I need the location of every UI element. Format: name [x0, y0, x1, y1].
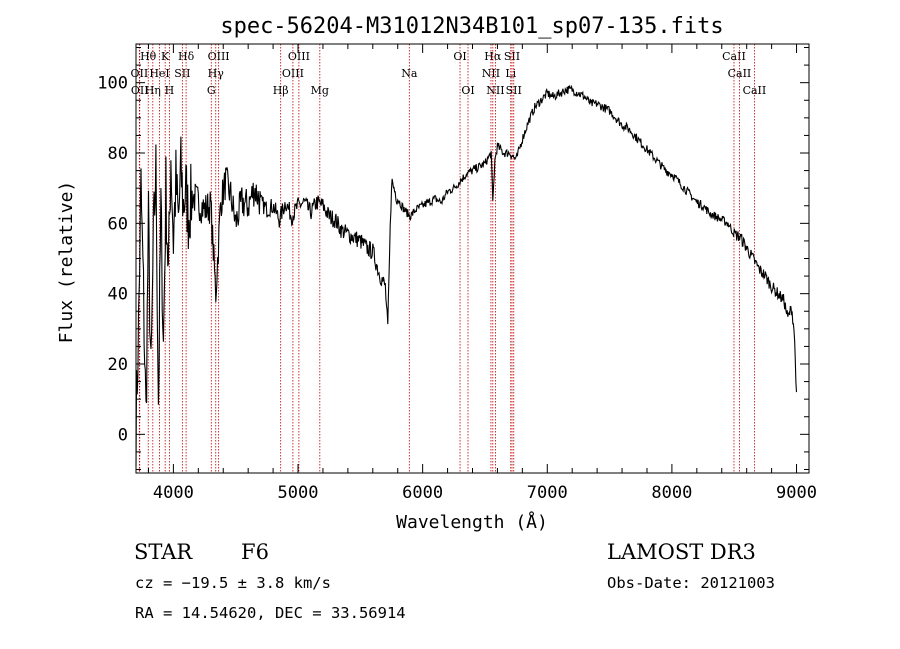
emission-line-label: OII	[131, 84, 149, 97]
emission-line-label: Hη	[145, 84, 161, 97]
emission-line-label: OIII	[282, 67, 304, 80]
axis-ticks: 4000 5000 6000 7000 8000 9000 0 20 40 60 80 100	[97, 44, 817, 503]
y-tick-label: 60	[108, 214, 128, 234]
emission-line-label: HeI	[149, 67, 169, 80]
y-axis-label: Flux (relative)	[56, 181, 77, 344]
emission-line-label: OII	[131, 67, 149, 80]
object-class: STAR	[134, 540, 193, 564]
emission-line-label: H	[165, 84, 175, 97]
emission-line-label: OIII	[288, 50, 310, 63]
y-tick-label: 20	[108, 355, 128, 375]
emission-line-label: Na	[401, 67, 418, 80]
x-tick-label: 8000	[651, 483, 692, 503]
emission-line-label: Hθ	[140, 50, 157, 63]
object-subclass: F6	[241, 540, 269, 564]
y-tick-label: 80	[108, 144, 128, 164]
survey-name: LAMOST DR3	[607, 540, 756, 564]
emission-line-label: SII	[506, 84, 522, 97]
emission-line-label: OIII	[208, 50, 230, 63]
emission-line-label: Mg	[311, 84, 329, 97]
observation-date: Obs-Date: 20121003	[607, 574, 775, 592]
emission-line-label: NII	[486, 84, 504, 97]
ra-dec-coordinates: RA = 14.54620, DEC = 33.56914	[135, 604, 406, 622]
spectrum-series-line	[135, 84, 798, 467]
x-tick-label: 5000	[278, 483, 319, 503]
y-tick-label: 40	[108, 285, 128, 305]
x-tick-label: 7000	[527, 483, 568, 503]
spectrum-chart: spec-56204-M31012N34B101_sp07-135.fits H…	[56, 14, 817, 533]
y-tick-label: 100	[97, 74, 128, 94]
emission-line-label: Hδ	[178, 50, 195, 63]
x-tick-label: 9000	[776, 483, 817, 503]
y-tick-label: 0	[118, 425, 128, 445]
emission-line-label: CaII	[743, 84, 767, 97]
x-tick-label: 6000	[402, 483, 443, 503]
x-tick-label: 4000	[153, 483, 194, 503]
emission-line-label: Hγ	[208, 67, 225, 80]
emission-line-label: Hα	[484, 50, 502, 63]
emission-line-label: K	[161, 50, 170, 63]
emission-line-label: OI	[461, 84, 474, 97]
emission-line-label: Hβ	[273, 84, 289, 97]
plot-frame	[135, 43, 810, 474]
redshift-cz: cz = −19.5 ± 3.8 km/s	[135, 574, 331, 592]
emission-line-label: G	[207, 84, 216, 97]
emission-line-label: CaII	[722, 50, 746, 63]
chart-title: spec-56204-M31012N34B101_sp07-135.fits	[220, 14, 723, 39]
emission-line-label: CaII	[728, 67, 752, 80]
emission-line-label: OI	[453, 50, 466, 63]
emission-line-label: Li	[505, 67, 516, 80]
x-axis-label: Wavelength (Å)	[396, 511, 548, 533]
emission-line-label: SII	[504, 50, 520, 63]
emission-line-label: NII	[482, 67, 500, 80]
emission-line-label: SII	[174, 67, 190, 80]
